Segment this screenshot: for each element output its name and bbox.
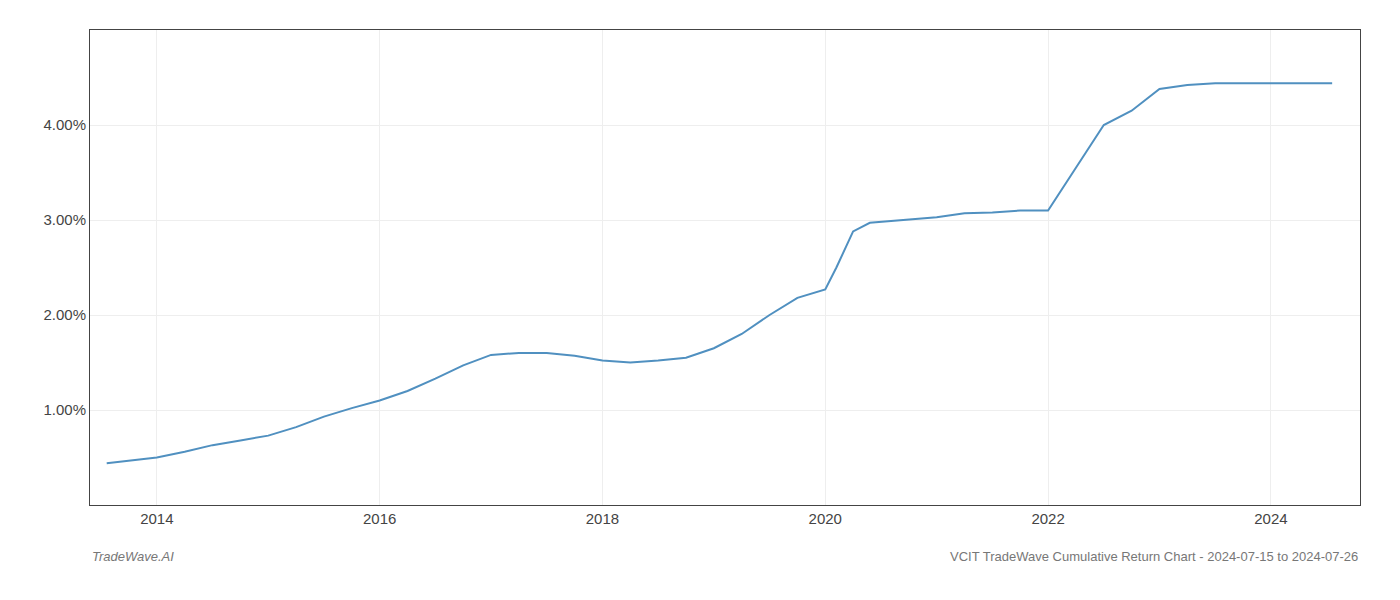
svg-text:2020: 2020 [809, 510, 842, 527]
svg-text:2022: 2022 [1031, 510, 1064, 527]
svg-text:2.00%: 2.00% [43, 306, 86, 323]
svg-text:1.00%: 1.00% [43, 401, 86, 418]
svg-text:4.00%: 4.00% [43, 116, 86, 133]
svg-text:VCIT TradeWave Cumulative Retu: VCIT TradeWave Cumulative Return Chart -… [950, 549, 1358, 564]
svg-text:2024: 2024 [1254, 510, 1287, 527]
svg-text:3.00%: 3.00% [43, 211, 86, 228]
svg-text:TradeWave.AI: TradeWave.AI [92, 549, 174, 564]
svg-text:2018: 2018 [586, 510, 619, 527]
svg-text:2016: 2016 [363, 510, 396, 527]
svg-text:2014: 2014 [140, 510, 173, 527]
